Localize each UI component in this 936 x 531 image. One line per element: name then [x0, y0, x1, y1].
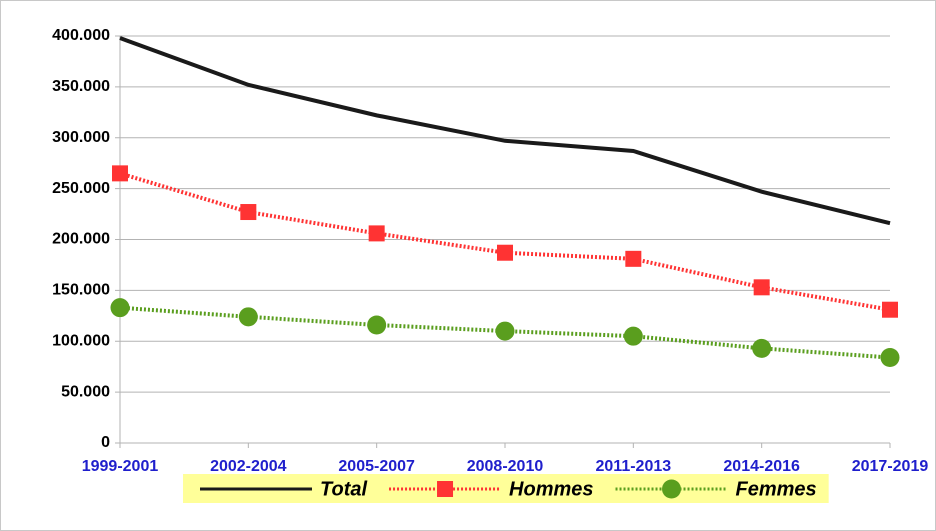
x-tick-label: 1999-2001: [82, 458, 159, 475]
x-tick-label: 2014-2016: [723, 458, 800, 475]
y-tick-label: 200.000: [52, 231, 110, 248]
legend-label: Femmes: [736, 478, 817, 500]
x-tick-label: 2002-2004: [210, 458, 287, 475]
data-point: [495, 321, 515, 341]
data-point: [623, 326, 643, 346]
y-tick-label: 100.000: [52, 332, 110, 349]
data-point: [367, 315, 387, 335]
data-point: [753, 279, 770, 296]
data-point: [880, 348, 900, 368]
data-point: [240, 204, 257, 221]
x-tick-label: 2008-2010: [467, 458, 544, 475]
legend-label: Hommes: [509, 478, 593, 500]
x-tick-label: 2011-2013: [596, 458, 672, 475]
data-point: [112, 165, 128, 182]
y-tick-label: 0: [101, 434, 110, 451]
data-point: [882, 301, 898, 318]
data-point: [752, 338, 772, 358]
series-line: [119, 36, 891, 226]
data-point: [368, 225, 385, 242]
y-tick-label: 50.000: [61, 383, 110, 400]
legend-label: Total: [320, 478, 367, 500]
x-tick-label: 2005-2007: [338, 458, 415, 475]
y-tick-label: 150.000: [52, 282, 110, 299]
data-point: [110, 298, 130, 318]
legend-marker: [662, 479, 682, 499]
data-point: [497, 244, 513, 261]
y-tick-label: 400.000: [52, 27, 110, 44]
legend: Total Hommes Femmes: [183, 474, 829, 503]
legend-marker: [437, 481, 454, 497]
y-tick-label: 300.000: [52, 129, 110, 146]
y-tick-label: 250.000: [52, 180, 110, 197]
x-tick-label: 2017-2019: [852, 458, 929, 475]
data-point: [238, 307, 258, 327]
y-tick-label: 350.000: [52, 78, 110, 95]
data-point: [625, 250, 642, 267]
